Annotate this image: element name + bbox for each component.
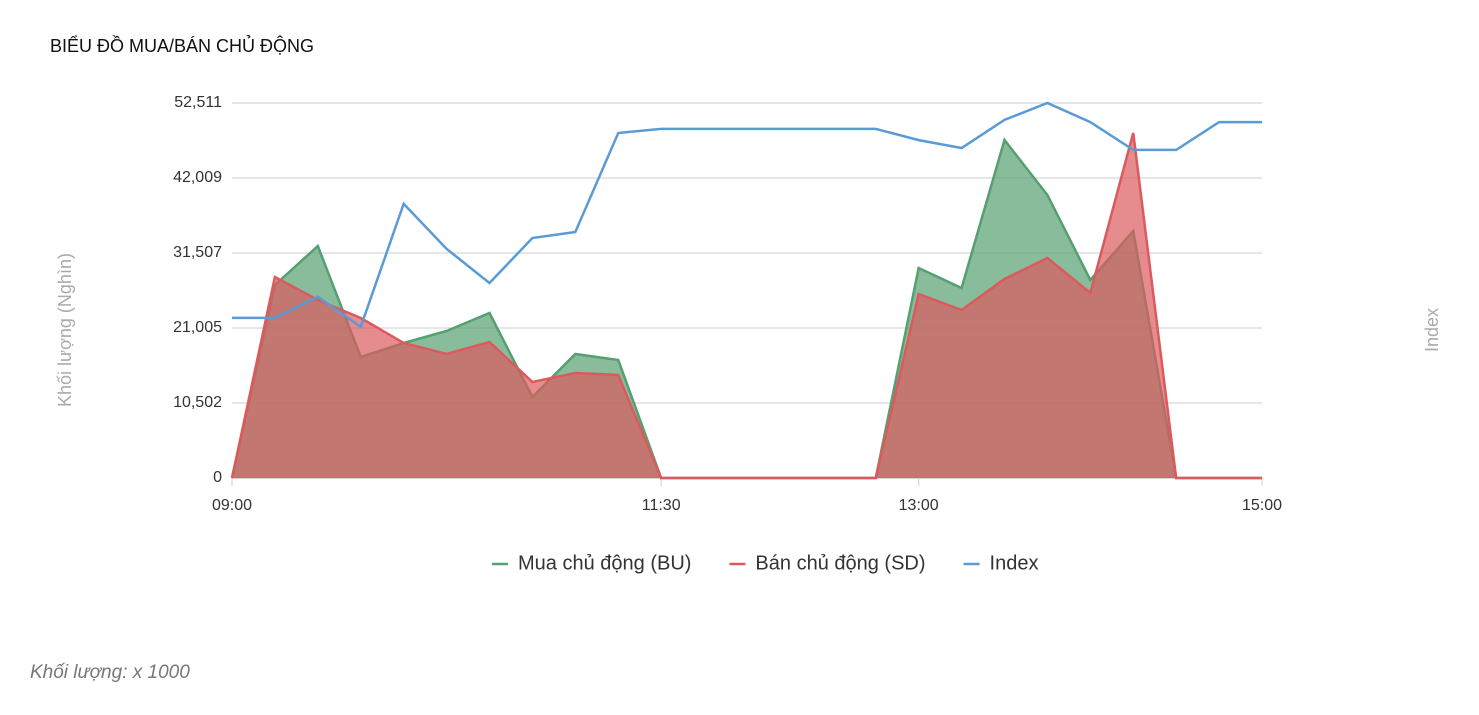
x-tick-label: 11:30 bbox=[642, 497, 681, 514]
y-tick-label: 42,009 bbox=[173, 169, 222, 186]
y-tick-label: 0 bbox=[213, 469, 222, 486]
index-line bbox=[232, 101, 1262, 329]
chart-title: BIỂU ĐỒ MUA/BÁN CHỦ ĐỘNG bbox=[50, 35, 314, 56]
footnote: Khối lượng: x 1000 bbox=[30, 662, 190, 683]
area-line bbox=[230, 132, 1262, 480]
y-tick-label: 10,502 bbox=[173, 394, 222, 411]
y-tick-label: 52,511 bbox=[174, 94, 222, 111]
x-tick-label: 15:00 bbox=[1242, 497, 1282, 514]
x-tick-label: 09:00 bbox=[212, 497, 252, 514]
legend: Mua chủ động (BU) Bán chủ động (SD) Index bbox=[492, 552, 1038, 574]
area bbox=[232, 133, 1262, 478]
y-tick-label: 31,507 bbox=[173, 244, 222, 261]
y-tick-label: 21,005 bbox=[173, 319, 222, 336]
x-tick-label: 13:00 bbox=[899, 497, 939, 514]
legend-label: Bán chủ động (SD) bbox=[755, 552, 925, 574]
legend-label: Index bbox=[990, 552, 1039, 574]
legend-label: Mua chủ động (BU) bbox=[518, 552, 691, 574]
y2-axis-title: Index bbox=[1422, 308, 1442, 352]
y-axis-title: Khối lượng (Nghìn) bbox=[55, 253, 75, 407]
